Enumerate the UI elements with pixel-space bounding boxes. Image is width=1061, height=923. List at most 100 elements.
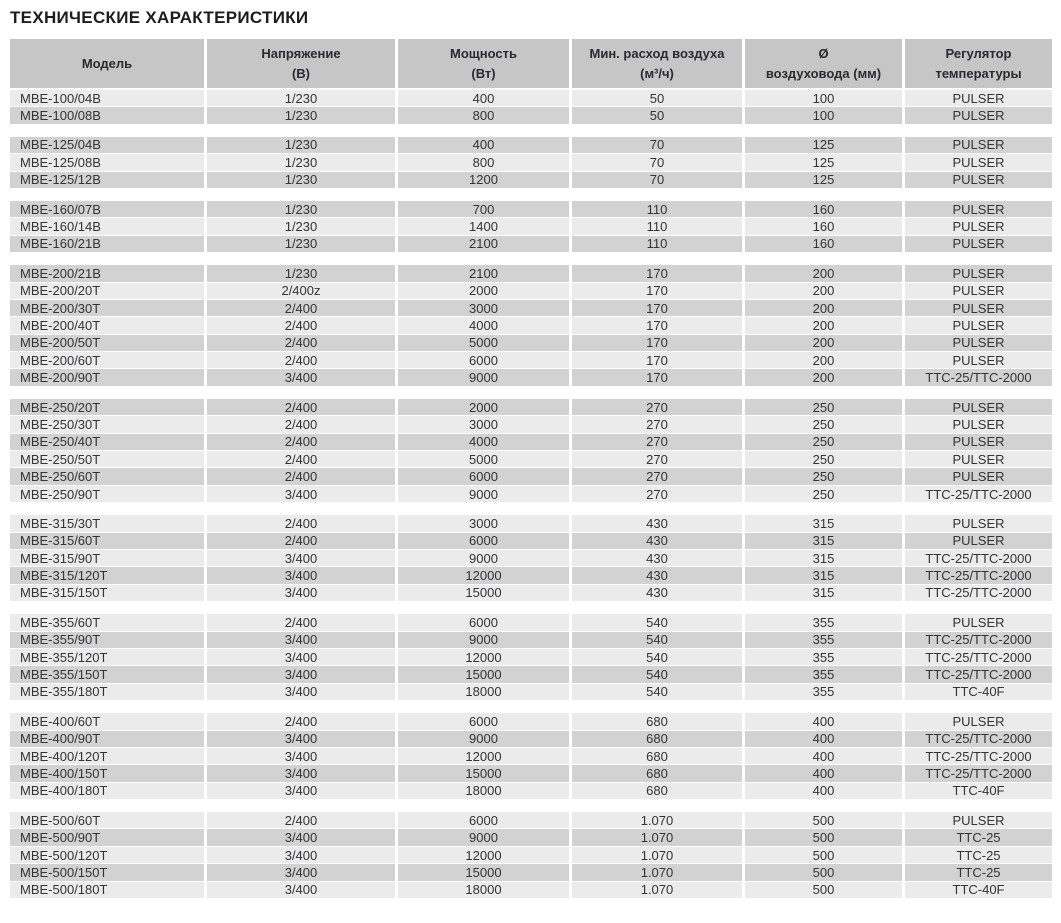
cell-voltage: 3/400 (207, 567, 395, 584)
cell-power: 15000 (398, 864, 569, 881)
cell-airflow: 270 (572, 485, 742, 503)
cell-voltage: 1/230 (207, 235, 395, 253)
column-header-line2: воздуховода (мм) (765, 65, 882, 81)
page-title: ТЕХНИЧЕСКИЕ ХАРАКТЕРИСТИКИ (10, 8, 309, 27)
cell-regulator: PULSER (905, 136, 1052, 154)
cell-voltage: 3/400 (207, 631, 395, 648)
cell-airflow: 270 (572, 451, 742, 468)
cell-model: MBE-200/40T (10, 317, 204, 334)
cell-model: MBE-400/180T (10, 782, 204, 800)
table-row: MBE-315/150T 3/400 15000 430 315 TTC-25/TTC-2… (10, 584, 1052, 602)
cell-airflow: 1.070 (572, 846, 742, 864)
table-row: MBE-315/120T 3/400 12000 430 315 TTC-25/TTC-2… (10, 567, 1052, 584)
cell-model: MBE-355/60T (10, 614, 204, 631)
table-row: MBE-400/180T 3/400 18000 680 400 TTC-40F (10, 782, 1052, 800)
cell-power: 15000 (398, 666, 569, 683)
table-row: MBE-200/90T 3/400 9000 170 200 TTC-25/TTC-200… (10, 369, 1052, 386)
cell-model: MBE-400/90T (10, 730, 204, 747)
cell-diameter: 125 (745, 154, 902, 171)
cell-model: MBE-500/120T (10, 846, 204, 864)
cell-regulator: TTC-25 (905, 864, 1052, 881)
cell-voltage: 1/230 (207, 218, 395, 235)
cell-voltage: 3/400 (207, 765, 395, 782)
cell-power: 6000 (398, 352, 569, 369)
cell-airflow: 110 (572, 218, 742, 235)
cell-voltage: 2/400 (207, 451, 395, 468)
cell-power: 2000 (398, 398, 569, 416)
cell-regulator: PULSER (905, 218, 1052, 235)
cell-airflow: 1.070 (572, 881, 742, 899)
row-group: MBE-355/60T 2/400 6000 540 355 PULSER MBE-355/… (10, 614, 1052, 701)
column-header-regulator: Регулятор температуры (905, 39, 1052, 88)
cell-diameter: 315 (745, 584, 902, 602)
cell-power: 6000 (398, 614, 569, 631)
cell-model: MBE-500/180T (10, 881, 204, 899)
cell-voltage: 3/400 (207, 549, 395, 567)
table-row: MBE-200/30T 2/400 3000 170 200 PULSER (10, 299, 1052, 317)
cell-diameter: 500 (745, 846, 902, 864)
column-header-model: Модель (10, 39, 204, 88)
cell-regulator: PULSER (905, 614, 1052, 631)
table-row: MBE-355/120T 3/400 12000 540 355 TTC-25/TTC-2… (10, 648, 1052, 666)
cell-airflow: 430 (572, 567, 742, 584)
table-row: MBE-100/08B 1/230 800 50 100 PULSER (10, 107, 1052, 124)
cell-model: MBE-200/21B (10, 265, 204, 282)
cell-power: 700 (398, 200, 569, 218)
cell-regulator: PULSER (905, 468, 1052, 485)
cell-regulator: PULSER (905, 398, 1052, 416)
cell-diameter: 315 (745, 549, 902, 567)
cell-voltage: 1/230 (207, 90, 395, 107)
cell-diameter: 200 (745, 369, 902, 386)
cell-airflow: 430 (572, 584, 742, 602)
cell-model: MBE-355/120T (10, 648, 204, 666)
column-header-line1: Регулятор (945, 46, 1012, 61)
cell-model: MBE-315/30T (10, 515, 204, 532)
table-body: MBE-100/04B 1/230 400 50 100 PULSER MBE-100/08… (10, 90, 1052, 899)
cell-airflow: 1.070 (572, 812, 742, 829)
cell-regulator: TTC-25/TTC-2000 (905, 730, 1052, 747)
cell-diameter: 355 (745, 666, 902, 683)
cell-regulator: TTC-25/TTC-2000 (905, 666, 1052, 683)
cell-diameter: 400 (745, 782, 902, 800)
spec-table: Модель Напряжение (В) Мощность (Вт) Мин.… (10, 39, 1052, 899)
cell-diameter: 500 (745, 829, 902, 846)
cell-model: MBE-125/12B (10, 171, 204, 188)
cell-airflow: 1.070 (572, 829, 742, 846)
cell-power: 6000 (398, 713, 569, 730)
cell-power: 18000 (398, 683, 569, 701)
cell-model: MBE-500/150T (10, 864, 204, 881)
cell-voltage: 3/400 (207, 683, 395, 701)
cell-power: 18000 (398, 782, 569, 800)
cell-power: 15000 (398, 765, 569, 782)
cell-voltage: 3/400 (207, 369, 395, 386)
cell-regulator: TTC-25/TTC-2000 (905, 567, 1052, 584)
column-header-line1: Ø (818, 46, 829, 61)
cell-voltage: 2/400 (207, 398, 395, 416)
cell-airflow: 170 (572, 369, 742, 386)
row-group: MBE-160/07B 1/230 700 110 160 PULSER MBE-160/1… (10, 200, 1052, 253)
cell-model: MBE-315/90T (10, 549, 204, 567)
table-row: MBE-400/150T 3/400 15000 680 400 TTC-25/TTC-2… (10, 765, 1052, 782)
cell-diameter: 500 (745, 864, 902, 881)
cell-power: 9000 (398, 631, 569, 648)
cell-diameter: 100 (745, 107, 902, 124)
cell-model: MBE-160/21B (10, 235, 204, 253)
cell-diameter: 355 (745, 648, 902, 666)
cell-model: MBE-250/90T (10, 485, 204, 503)
cell-diameter: 160 (745, 235, 902, 253)
cell-power: 12000 (398, 747, 569, 765)
cell-diameter: 355 (745, 631, 902, 648)
table-row: MBE-200/50T 2/400 5000 170 200 PULSER (10, 334, 1052, 352)
cell-airflow: 50 (572, 90, 742, 107)
cell-voltage: 3/400 (207, 846, 395, 864)
cell-airflow: 170 (572, 317, 742, 334)
cell-diameter: 160 (745, 218, 902, 235)
cell-diameter: 250 (745, 416, 902, 433)
table-row: MBE-500/120T 3/400 12000 1.070 500 TTC-25 (10, 846, 1052, 864)
cell-power: 18000 (398, 881, 569, 899)
cell-diameter: 250 (745, 451, 902, 468)
cell-airflow: 430 (572, 532, 742, 549)
column-header-line2: температуры (935, 65, 1022, 81)
table-row: MBE-355/90T 3/400 9000 540 355 TTC-25/TTC-200… (10, 631, 1052, 648)
cell-power: 800 (398, 154, 569, 171)
